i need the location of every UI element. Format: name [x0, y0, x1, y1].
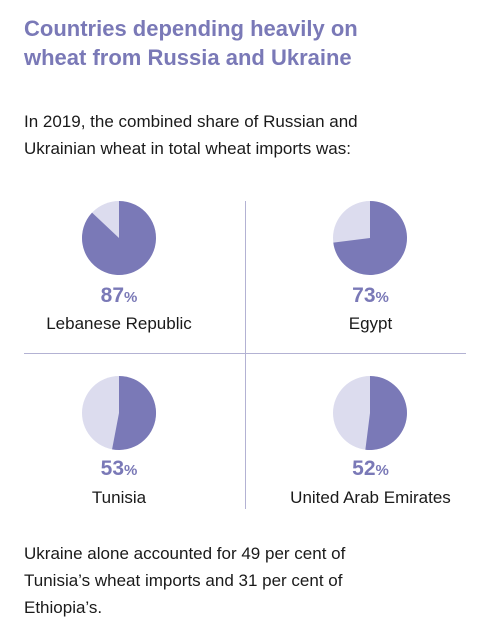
pct-value-lebanon: 87: [100, 284, 124, 307]
country-label-lebanon: Lebanese Republic: [46, 314, 192, 333]
pie-grid: 87% Lebanese Republic 73% Egypt 53% Tuni…: [24, 195, 466, 515]
title-line-1: Countries depending heavily on: [24, 16, 358, 41]
footnote-text: Ukraine alone accounted for 49 per cent …: [24, 540, 464, 621]
pct-unit-egypt: %: [375, 289, 389, 306]
pct-label-egypt: 73%: [255, 284, 486, 310]
pct-label-lebanon: 87%: [24, 284, 214, 310]
country-label-uae: United Arab Emirates: [290, 488, 451, 507]
chart-title: Countries depending heavily on wheat fro…: [24, 14, 464, 72]
footnote-line-3: Ethiopia’s.: [24, 598, 103, 617]
intro-text: In 2019, the combined share of Russian a…: [24, 108, 464, 162]
footnote-line-1: Ukraine alone accounted for 49 per cent …: [24, 544, 346, 563]
pct-unit-lebanon: %: [124, 289, 138, 306]
pct-value-tunisia: 53: [100, 457, 124, 480]
pie-cell-egypt: 73% Egypt: [255, 195, 466, 345]
intro-line-1: In 2019, the combined share of Russian a…: [24, 112, 358, 131]
pct-unit-tunisia: %: [124, 462, 138, 479]
pct-label-uae: 52%: [255, 457, 486, 483]
pie-chart-lebanon: [82, 201, 157, 275]
pie-slice-share-tunisia: [112, 376, 157, 450]
pie-chart-tunisia: [82, 376, 157, 450]
pie-cell-lebanon: 87% Lebanese Republic: [24, 195, 214, 345]
pie-slice-share-egypt: [333, 201, 407, 275]
pie-cell-tunisia: 53% Tunisia: [24, 365, 214, 515]
country-label-egypt: Egypt: [348, 314, 393, 333]
pct-label-tunisia: 53%: [24, 457, 214, 483]
pct-value-uae: 52: [352, 457, 376, 480]
pie-chart-egypt: [333, 201, 407, 275]
horizontal-divider: [24, 353, 466, 354]
pie-slice-share-uae: [365, 376, 407, 450]
vertical-divider: [245, 201, 246, 509]
country-label-tunisia: Tunisia: [91, 488, 147, 507]
footnote-line-2: Tunisia’s wheat imports and 31 per cent …: [24, 571, 343, 590]
pct-value-egypt: 73: [352, 284, 376, 307]
intro-line-2: Ukrainian wheat in total wheat imports w…: [24, 139, 351, 158]
pct-unit-uae: %: [375, 462, 389, 479]
pie-chart-uae: [333, 376, 407, 450]
pie-slice-share-lebanon: [82, 201, 157, 275]
pie-cell-uae: 52% United Arab Emirates: [255, 365, 466, 515]
title-line-2: wheat from Russia and Ukraine: [24, 45, 352, 70]
